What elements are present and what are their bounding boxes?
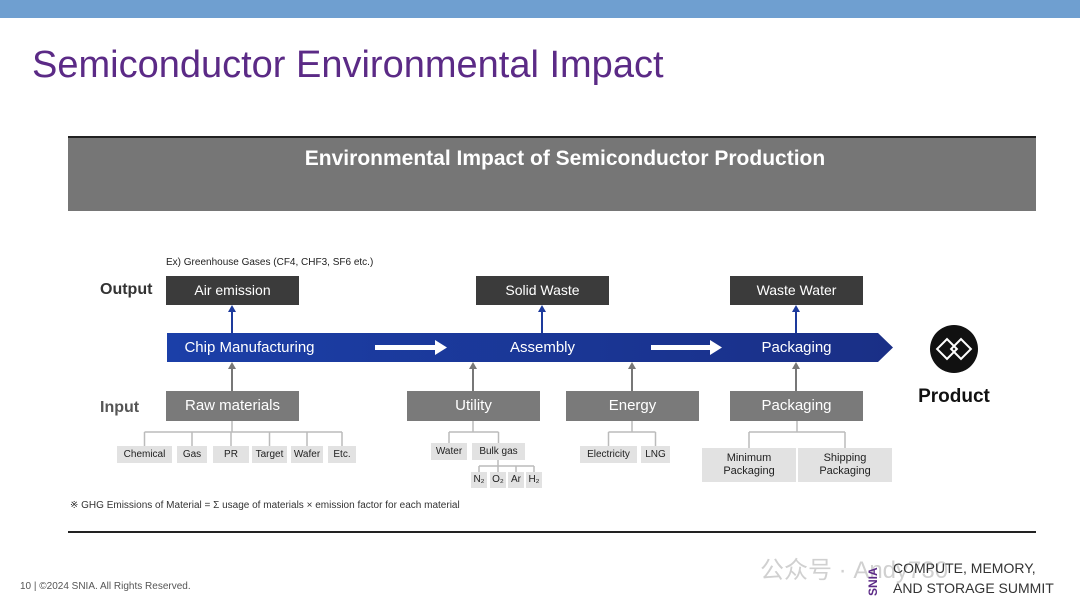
arrow-head — [792, 362, 800, 369]
input-item: Electricity — [580, 446, 637, 463]
input-item: O₂ — [490, 472, 506, 488]
output-note: Ex) Greenhouse Gases (CF4, CHF3, SF6 etc… — [166, 257, 374, 268]
input-item: Target — [252, 446, 287, 463]
input-item: Water — [431, 443, 467, 460]
banner-title: Environmental Impact of Semiconductor Pr… — [304, 146, 826, 170]
footnote: ※ GHG Emissions of Material = Σ usage of… — [70, 500, 460, 511]
input-box: Utility — [407, 391, 540, 421]
banner — [68, 137, 1036, 211]
output-box: Solid Waste — [476, 276, 609, 305]
input-item: Gas — [177, 446, 207, 463]
input-box: Packaging — [730, 391, 863, 421]
watermark: 公众号 · Andy730 — [760, 557, 949, 584]
flow-arrow — [375, 345, 437, 350]
product-icon-mark — [949, 337, 973, 361]
flow-arrow-head — [710, 340, 722, 355]
input-item: Wafer — [291, 446, 323, 463]
top-bar — [0, 0, 1080, 18]
process-stage: Assembly — [509, 338, 576, 356]
row-label: Input — [100, 399, 140, 416]
product-icon-mark — [935, 337, 959, 361]
product-label: Product — [918, 386, 990, 408]
copyright: 10 | ©2024 SNIA. All Rights Reserved. — [20, 581, 191, 592]
input-item: Minimum Packaging — [702, 448, 796, 482]
arrow-head — [469, 362, 477, 369]
event-name: COMPUTE, MEMORY, — [893, 560, 1036, 576]
input-item: PR — [213, 446, 249, 463]
arrow-head — [228, 362, 236, 369]
arrow-head — [628, 362, 636, 369]
product-icon — [930, 325, 978, 373]
input-item: Chemical — [117, 446, 172, 463]
output-box: Waste Water — [730, 276, 863, 305]
input-item: N₂ — [471, 472, 487, 488]
process-stage: Packaging — [761, 338, 832, 356]
logo: SNIA — [866, 567, 880, 596]
process-bar — [167, 333, 893, 362]
arrow-head — [228, 305, 236, 312]
output-box: Air emission — [166, 276, 299, 305]
input-item: H₂ — [526, 472, 542, 488]
input-item: LNG — [641, 446, 670, 463]
input-item: Bulk gas — [472, 443, 525, 460]
input-item: Etc. — [328, 446, 356, 463]
input-item: Shipping Packaging — [798, 448, 892, 482]
arrow-head — [792, 305, 800, 312]
event-name: AND STORAGE SUMMIT — [893, 580, 1054, 596]
flow-arrow — [651, 345, 712, 350]
flow-arrow-head — [435, 340, 447, 355]
input-item: Ar — [508, 472, 524, 488]
input-box: Energy — [566, 391, 699, 421]
slide-title: Semiconductor Environmental Impact — [32, 44, 664, 86]
arrow-head — [538, 305, 546, 312]
input-box: Raw materials — [166, 391, 299, 421]
process-stage: Chip Manufacturing — [184, 338, 315, 356]
row-label: Output — [100, 281, 153, 298]
